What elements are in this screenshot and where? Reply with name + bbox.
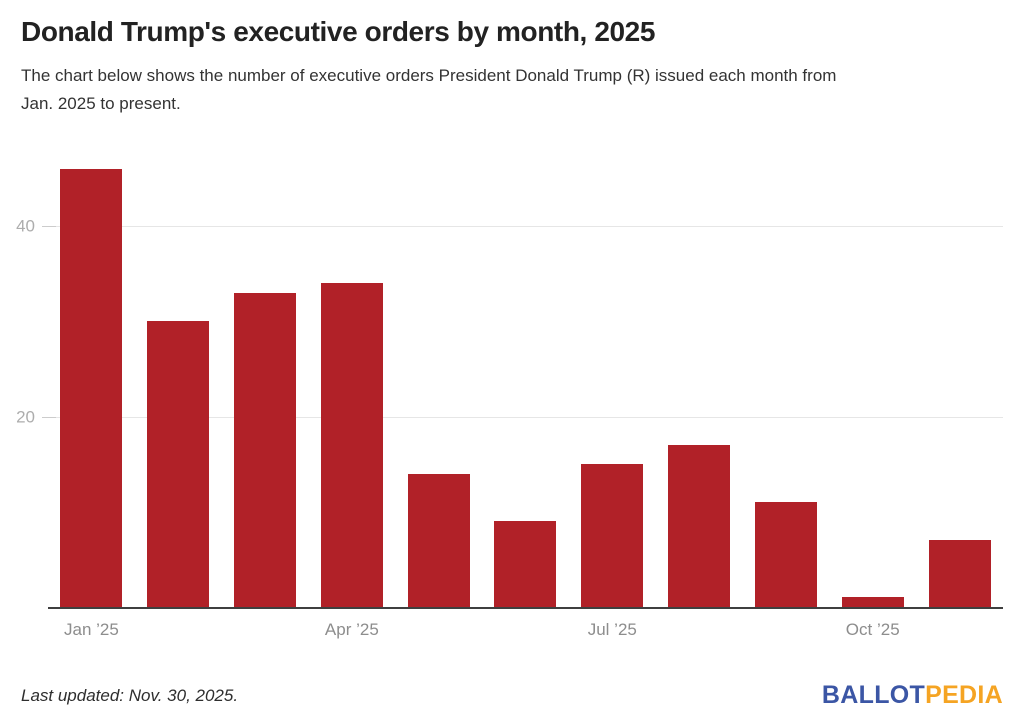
- bar-column-nov-25: [916, 150, 1003, 607]
- chart-subtitle-line1: The chart below shows the number of exec…: [21, 66, 837, 85]
- chart-subtitle-line2: Jan. 2025 to present.: [21, 94, 181, 113]
- x-tick-label-jan-25: Jan ’25: [63, 620, 119, 639]
- y-tick-label-40: 40: [16, 216, 35, 236]
- plot-area: 20 40 Jan ’25 Apr ’25 Jul ’25 Oct ’25: [16, 150, 1003, 638]
- y-axis-tick-40: [42, 226, 56, 228]
- bar-feb-25[interactable]: [147, 321, 210, 607]
- bar-column-apr-25: Apr ’25: [308, 150, 395, 638]
- bar-sep-25[interactable]: [754, 502, 817, 607]
- executive-orders-chart: 20 40 Jan ’25 Apr ’25 Jul ’25 Oct ’25: [16, 150, 1003, 647]
- bar-jun-25[interactable]: [494, 521, 557, 607]
- bar-column-mar-25: [222, 150, 309, 607]
- chart-title: Donald Trump's executive orders by month…: [21, 16, 656, 47]
- gridline-40: [42, 226, 1003, 228]
- y-tick-label-20: 20: [16, 407, 35, 427]
- chart-subtitle: The chart below shows the number of exec…: [21, 62, 1003, 118]
- bar-column-jul-25: Jul ’25: [569, 150, 656, 638]
- bar-aug-25[interactable]: [668, 445, 731, 607]
- bar-column-sep-25: [743, 150, 830, 607]
- x-tick-label-apr-25: Apr ’25: [324, 620, 379, 639]
- bar-may-25[interactable]: [407, 473, 470, 607]
- x-tick-label-oct-25: Oct ’25: [845, 620, 900, 639]
- x-tick-label-jul-25: Jul ’25: [587, 620, 637, 639]
- ballotpedia-logo[interactable]: BALLOTPEDIA: [822, 683, 1003, 708]
- gridline-20: [42, 416, 1003, 418]
- chart-footer: Last updated: Nov. 30, 2025. BALLOTPEDIA: [21, 683, 1003, 708]
- bar-nov-25[interactable]: [928, 540, 991, 607]
- bar-jul-25[interactable]: [581, 464, 644, 607]
- y-axis-tick-20: [42, 416, 56, 418]
- bar-column-aug-25: [656, 150, 743, 607]
- bar-apr-25[interactable]: [320, 283, 383, 607]
- ballotpedia-logo-ballot: BALLOT: [821, 681, 926, 709]
- bar-column-feb-25: [135, 150, 222, 607]
- last-updated-text: Last updated: Nov. 30, 2025.: [21, 685, 239, 705]
- bar-column-jun-25: [482, 150, 569, 607]
- bar-column-oct-25: Oct ’25: [829, 150, 916, 638]
- bar-column-may-25: [395, 150, 482, 607]
- bar-column-jan-25: Jan ’25: [48, 150, 135, 638]
- bar-jan-25[interactable]: [60, 169, 123, 607]
- bar-oct-25[interactable]: [841, 597, 904, 607]
- ballotpedia-logo-pedia: PEDIA: [925, 681, 1003, 709]
- bar-mar-25[interactable]: [234, 292, 297, 607]
